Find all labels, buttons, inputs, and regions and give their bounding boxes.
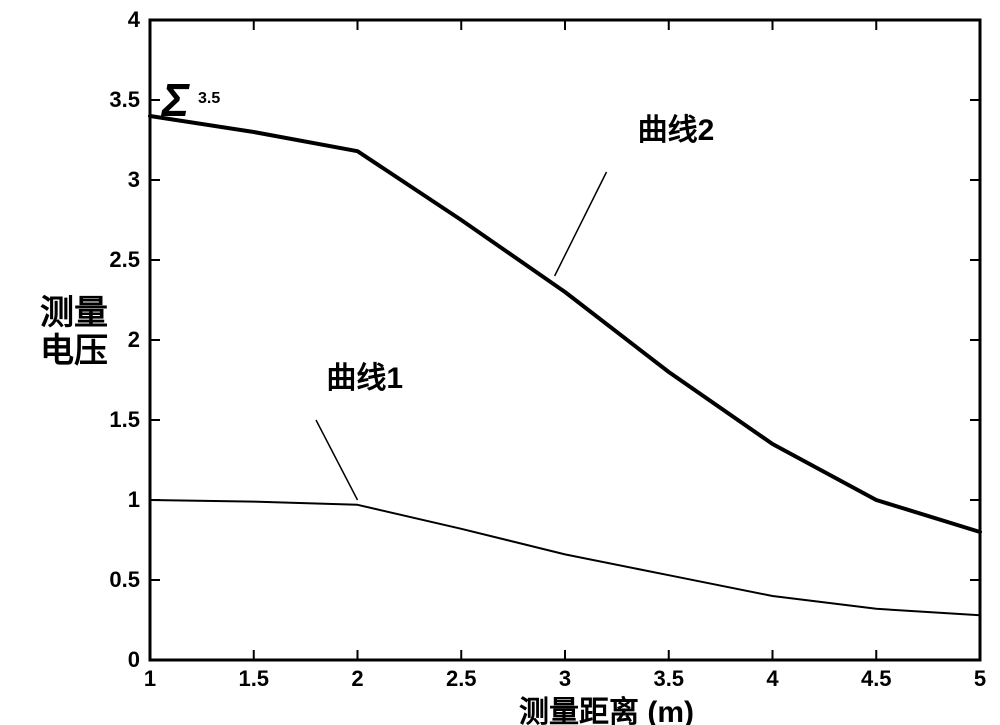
chart-container: 1 1.5 2 2.5 3 3.5 4 4.5 5 0 0.5 1 1.5 2 2.5 3 3.5 4 测量距离 (…	[0, 0, 1000, 725]
annotation-label-2: 曲线2	[638, 114, 715, 147]
y-tick-label: 1.5	[109, 407, 140, 432]
y-tick-label: 1	[128, 487, 140, 512]
series-line-1	[150, 500, 980, 615]
annotation-leader-1	[316, 420, 358, 500]
y-tick-label: 2	[128, 327, 140, 352]
x-tick-label: 1.5	[238, 666, 269, 691]
y-tick-label: 3.5	[109, 87, 140, 112]
x-tick-label: 3.5	[653, 666, 684, 691]
y-tick-label: 0	[128, 647, 140, 672]
line-chart: 1 1.5 2 2.5 3 3.5 4 4.5 5 0 0.5 1 1.5 2 2.5 3 3.5 4 测量距离 (…	[0, 0, 1000, 725]
x-tick-label: 4	[766, 666, 779, 691]
x-tick-label: 2.5	[446, 666, 477, 691]
y-tick-label: 0.5	[109, 567, 140, 592]
y-axis-title-line2: 电压	[40, 332, 108, 370]
y-tick-label: 2.5	[109, 247, 140, 272]
x-tick-label: 1	[144, 666, 156, 691]
x-tick-label: 5	[974, 666, 986, 691]
y-tick-label: 3	[128, 167, 140, 192]
annotation-leader-2	[555, 172, 607, 276]
x-axis-title: 测量距离 (m)	[519, 696, 694, 725]
annotation-label-1: 曲线1	[326, 362, 403, 395]
sigma-subscript: 3.5	[198, 90, 220, 107]
x-tick-label: 3	[559, 666, 571, 691]
y-axis-title-line1: 测量	[40, 294, 108, 332]
x-tick-label: 2	[351, 666, 363, 691]
y-tick-label: 4	[128, 7, 141, 32]
series-line-2	[150, 116, 980, 532]
x-tick-label: 4.5	[861, 666, 892, 691]
